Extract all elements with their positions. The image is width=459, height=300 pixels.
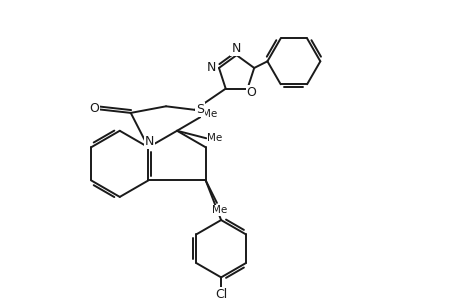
Text: Cl: Cl	[214, 288, 227, 300]
Text: S: S	[196, 103, 203, 116]
Text: N: N	[231, 42, 241, 55]
Text: O: O	[246, 86, 256, 99]
Text: N: N	[144, 135, 154, 148]
Text: Me: Me	[211, 206, 226, 215]
Text: Me: Me	[202, 109, 217, 119]
Text: O: O	[89, 102, 98, 115]
Text: N: N	[207, 61, 216, 74]
Text: Me: Me	[207, 133, 222, 143]
